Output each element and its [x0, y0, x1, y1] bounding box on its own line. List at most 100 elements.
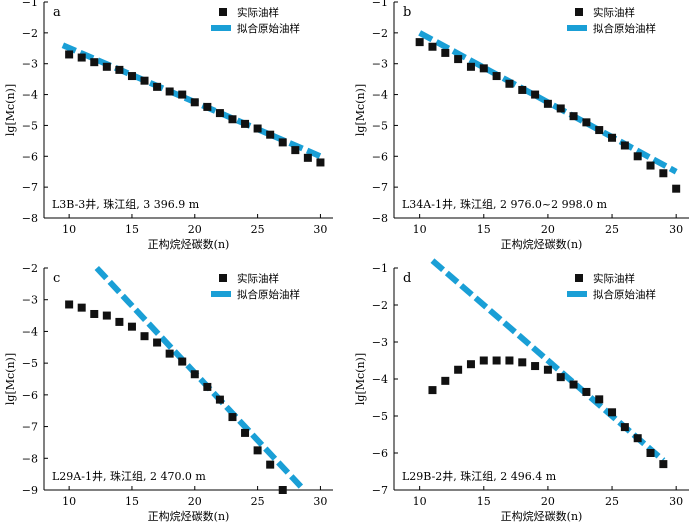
y-tick-label: −5 — [372, 119, 388, 132]
chart-panel-a: 10 15 20 25 30 −1 −2 −3 −4 −5 −6 −7 −8 正构烷烃碳数(n) lg[Mc… — [4, 0, 333, 251]
x-tick-label: 25 — [605, 495, 619, 508]
x-tick-label: 15 — [477, 495, 491, 508]
data-point — [291, 146, 300, 155]
y-axis-label: lg[Mc(n)] — [354, 84, 367, 136]
y-tick-label: −7 — [22, 181, 38, 194]
data-point — [65, 300, 74, 309]
fit-line — [94, 265, 307, 493]
data-point — [278, 138, 287, 147]
data-point — [454, 55, 463, 64]
data-point — [178, 357, 187, 366]
data-point — [253, 446, 262, 455]
data-point — [153, 338, 162, 347]
legend-marker-actual — [575, 8, 583, 16]
data-point — [266, 460, 275, 469]
data-point — [165, 87, 174, 96]
data-point — [241, 119, 250, 128]
data-point — [531, 362, 540, 371]
x-axis-label: 正构烷烃碳数(n) — [148, 509, 230, 522]
y-tick-label: −8 — [22, 452, 38, 465]
y-tick-label: −3 — [22, 294, 38, 307]
data-point — [582, 118, 591, 127]
y-tick-label: −4 — [372, 373, 388, 386]
data-point — [253, 124, 262, 133]
data-point — [303, 153, 312, 162]
legend-label-actual: 实际油样 — [593, 272, 635, 285]
data-point — [316, 158, 325, 167]
data-point — [582, 387, 591, 396]
y-tick-label: −1 — [372, 262, 388, 275]
data-point — [569, 380, 578, 389]
data-point — [165, 349, 174, 358]
x-tick-label: 30 — [669, 495, 683, 508]
data-point — [140, 76, 149, 85]
y-tick-label: −3 — [372, 336, 388, 349]
data-point — [278, 486, 287, 494]
data-point — [543, 99, 552, 108]
y-tick-label: −1 — [22, 0, 38, 9]
data-point — [479, 356, 488, 365]
x-tick-label: 25 — [251, 495, 265, 508]
y-axis-label: lg[Mc(n)] — [354, 353, 367, 405]
y-tick-label: −1 — [372, 0, 388, 9]
data-point — [153, 82, 162, 91]
x-tick-label: 20 — [541, 223, 555, 236]
legend-label-actual: 实际油样 — [237, 272, 279, 285]
legend-label-fit: 拟合原始油样 — [593, 22, 656, 35]
data-point — [466, 360, 475, 369]
data-point — [178, 90, 187, 99]
y-tick-label: −2 — [22, 27, 38, 40]
data-point — [77, 53, 86, 62]
y-tick-label: −7 — [372, 181, 388, 194]
x-tick-label: 30 — [669, 223, 683, 236]
legend-marker-actual — [575, 274, 583, 282]
legend-label-actual: 实际油样 — [237, 6, 279, 19]
data-point — [241, 428, 250, 437]
data-point — [428, 386, 437, 395]
data-point — [531, 90, 540, 99]
x-axis-label: 正构烷烃碳数(n) — [148, 237, 230, 251]
y-tick-label: −6 — [22, 389, 38, 402]
data-point — [466, 62, 475, 71]
data-point — [659, 169, 668, 178]
data-point — [659, 460, 668, 469]
x-tick-label: 20 — [188, 223, 202, 236]
data-point — [215, 395, 224, 404]
data-point — [441, 376, 450, 385]
data-point — [608, 408, 617, 417]
x-tick-label: 30 — [313, 495, 327, 508]
x-tick-label: 15 — [125, 223, 139, 236]
panel-letter: a — [53, 5, 61, 20]
x-tick-label: 30 — [313, 223, 327, 236]
data-point — [428, 42, 437, 51]
data-point — [90, 58, 99, 67]
data-point — [620, 141, 629, 150]
data-point — [203, 382, 212, 391]
data-point — [620, 423, 629, 432]
data-point — [633, 434, 642, 443]
data-point — [228, 413, 237, 422]
data-point — [505, 79, 514, 88]
data-point — [479, 64, 488, 73]
data-point — [492, 72, 501, 81]
x-tick-label: 25 — [605, 223, 619, 236]
legend-marker-actual — [219, 8, 227, 16]
data-point — [190, 98, 199, 107]
y-axis-label: lg[Mc(n)] — [4, 353, 17, 405]
data-point — [190, 370, 199, 379]
data-point — [65, 50, 74, 59]
y-tick-label: −7 — [22, 421, 38, 434]
data-point — [543, 365, 552, 374]
data-point — [102, 311, 111, 320]
data-point — [569, 112, 578, 121]
data-point — [127, 72, 136, 81]
data-point — [672, 184, 681, 193]
y-tick-label: −3 — [22, 58, 38, 71]
data-point — [102, 62, 111, 71]
y-tick-label: −8 — [22, 212, 38, 225]
data-point — [556, 373, 565, 382]
data-point — [518, 358, 527, 367]
data-point — [633, 152, 642, 161]
data-point — [646, 449, 655, 457]
x-tick-label: 15 — [477, 223, 491, 236]
